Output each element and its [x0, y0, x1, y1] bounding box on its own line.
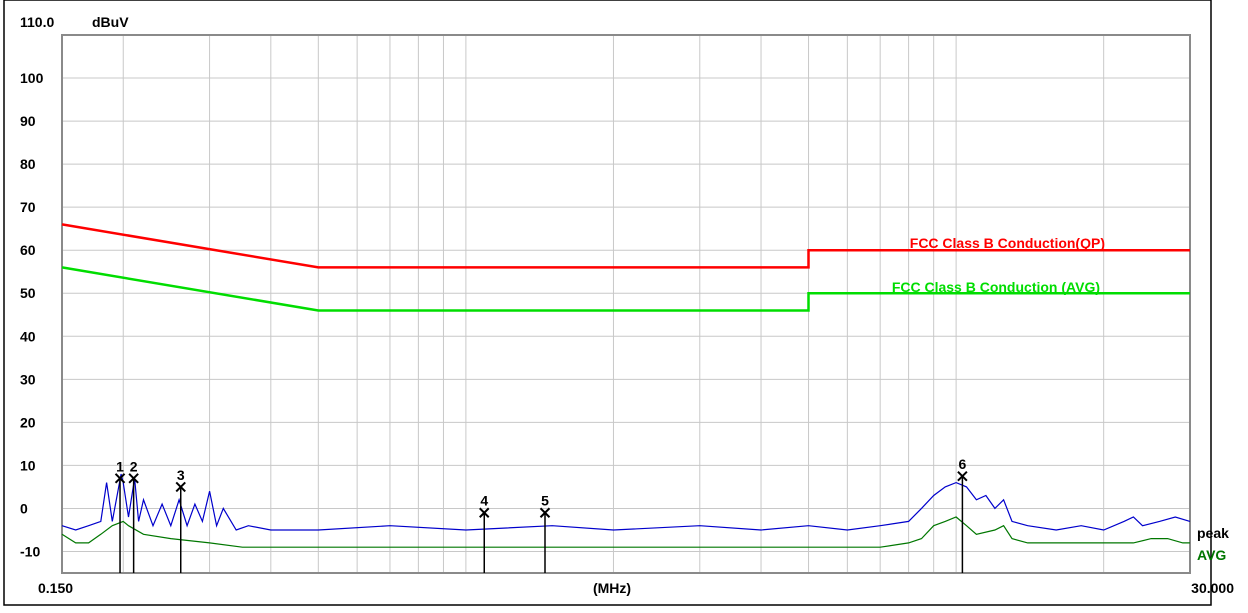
y-tick-label: 0 [20, 500, 28, 516]
marker: 6 [957, 456, 968, 573]
marker-label: 6 [959, 456, 967, 472]
y-tick-label: 40 [20, 328, 36, 344]
series-line [61, 473, 1191, 531]
y-axis-top-label: 110.0 [20, 14, 54, 30]
series-label: AVG [1197, 547, 1226, 563]
marker-label: 1 [116, 458, 124, 474]
marker: 4 [479, 493, 490, 573]
limit-line [61, 266, 1190, 312]
marker-cross [128, 473, 139, 484]
limit-line-label: FCC Class B Conduction(QP) [910, 235, 1105, 251]
series-label: peak [1197, 525, 1229, 541]
marker-label: 5 [541, 493, 549, 509]
marker: 5 [539, 493, 551, 573]
limit-line [61, 223, 1190, 269]
y-tick-label: 50 [20, 285, 36, 301]
y-tick-label: -10 [20, 543, 40, 559]
y-tick-label: 100 [20, 70, 44, 86]
limit-lines: FCC Class B Conduction(QP) FCC Class B Co… [61, 223, 1190, 312]
markers: 1 2 3 4 5 6 [114, 456, 968, 573]
y-tick-label: 80 [20, 156, 36, 172]
marker-cross [175, 481, 186, 493]
x-axis-min-label: 0.150 [38, 580, 73, 596]
y-tick-label: 60 [20, 242, 36, 258]
x-axis-max-label: 30.000 [1191, 580, 1234, 596]
marker-cross [539, 507, 551, 518]
marker-cross [957, 470, 968, 482]
marker-cross [479, 507, 490, 518]
y-tick-label: 70 [20, 199, 36, 215]
marker: 3 [175, 467, 186, 573]
marker-label: 4 [480, 493, 488, 509]
marker-label: 2 [130, 458, 138, 474]
y-tick-label: 30 [20, 371, 36, 387]
marker: 1 [114, 458, 126, 573]
marker: 2 [128, 458, 139, 573]
marker-label: 3 [177, 467, 185, 483]
x-axis-unit: (MHz) [593, 580, 631, 596]
marker-cross [114, 473, 126, 484]
y-axis-unit: dBuV [92, 14, 129, 30]
y-tick-label: 10 [20, 457, 36, 473]
y-tick-label: 20 [20, 414, 36, 430]
limit-line-label: FCC Class B Conduction (AVG) [892, 279, 1100, 295]
measurement-series: peak AVG [61, 473, 1229, 563]
y-tick-label: 90 [20, 113, 36, 129]
series-line [61, 516, 1190, 548]
outer-frame [3, 0, 1212, 606]
plot-area [61, 34, 1191, 574]
